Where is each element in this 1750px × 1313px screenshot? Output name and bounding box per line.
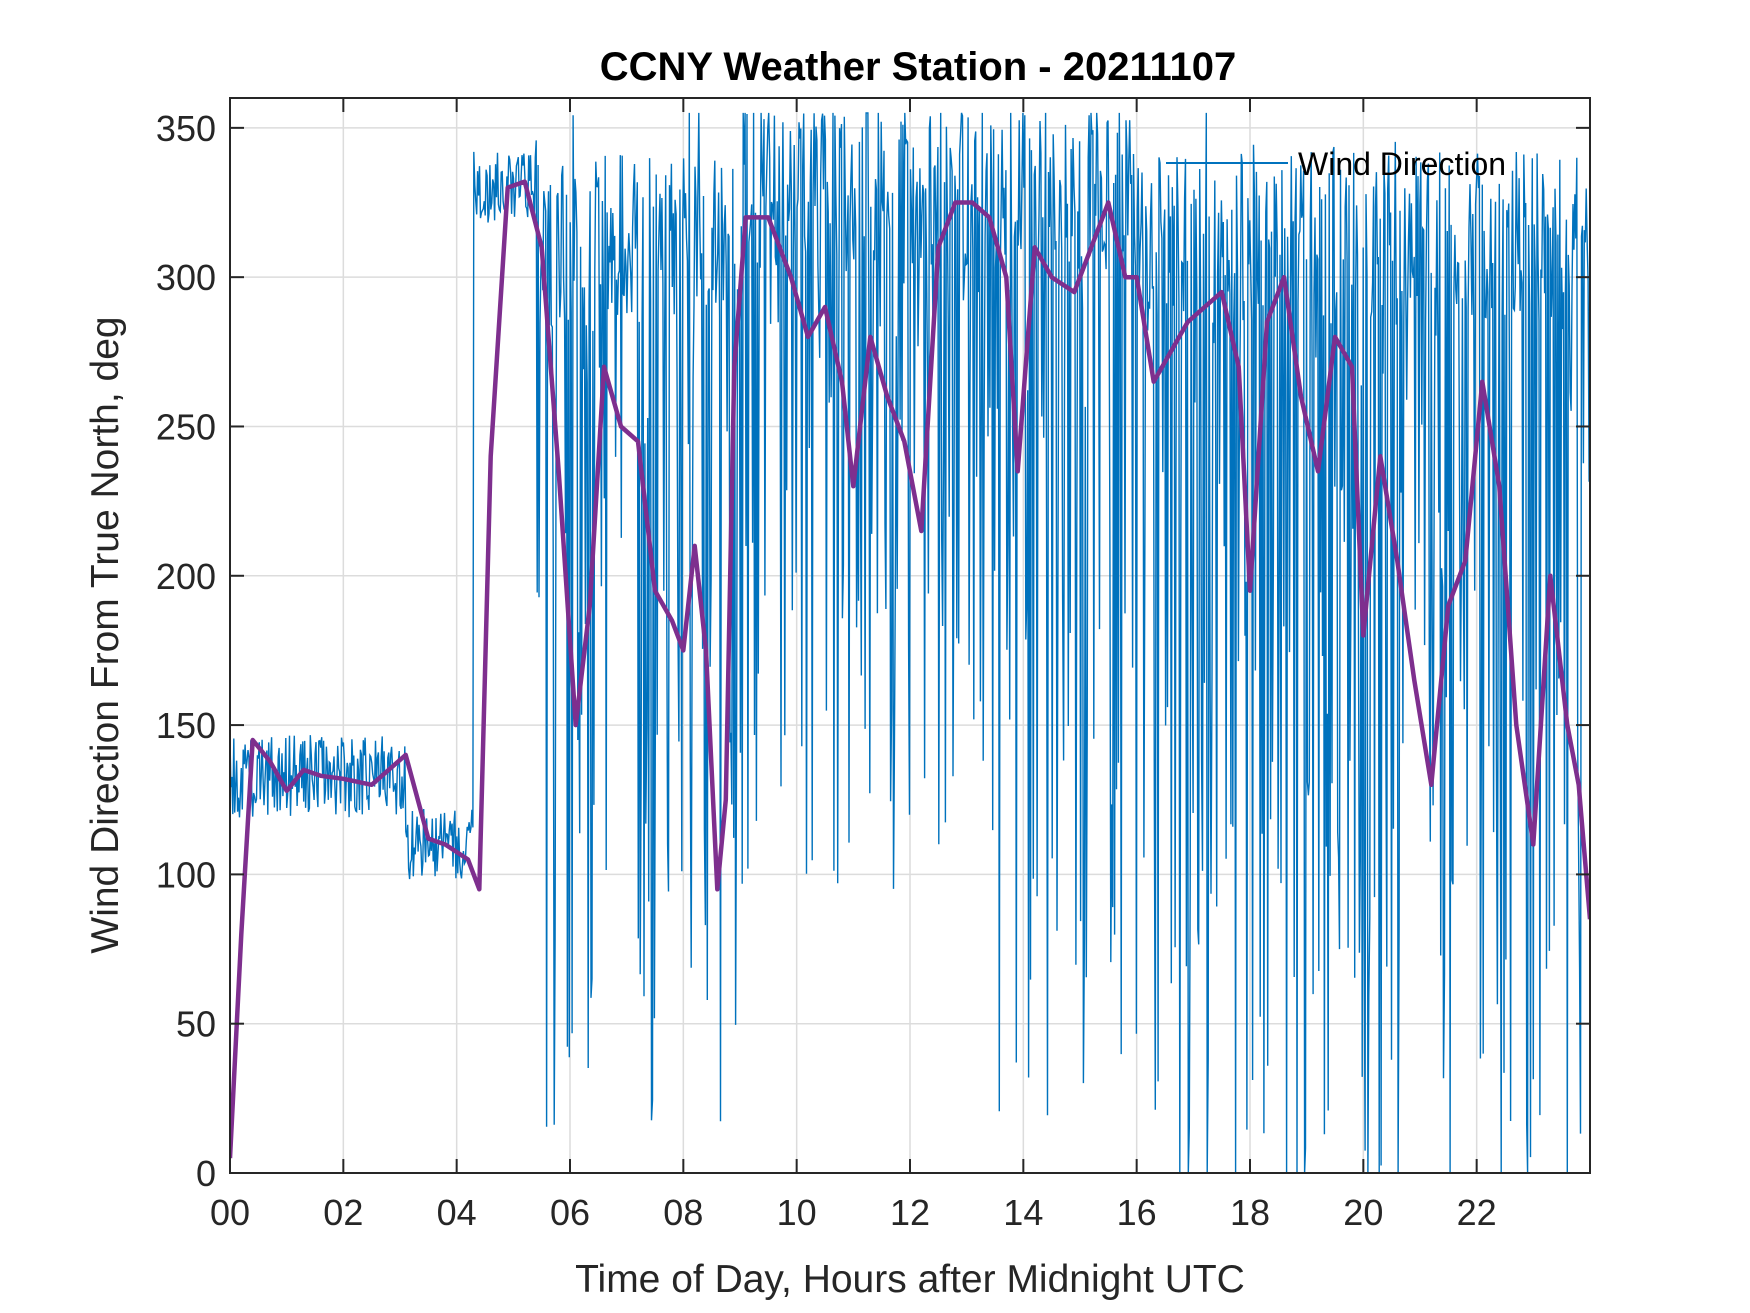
series-line-smoothed <box>230 179 1590 1159</box>
smoothed-series-group <box>230 179 1590 1159</box>
x-tick-label: 12 <box>890 1192 930 1233</box>
legend: Wind Direction <box>1166 146 1506 182</box>
x-tick-labels: 00 02 04 06 08 10 12 14 16 18 20 22 <box>210 1192 1497 1233</box>
y-tick-label: 150 <box>156 705 216 746</box>
y-tick-labels: 0 50 100 150 200 250 300 350 <box>156 108 216 1194</box>
raw-series-group <box>230 112 1590 1173</box>
y-tick-label: 50 <box>176 1004 216 1045</box>
chart-title: CCNY Weather Station - 20211107 <box>600 45 1237 89</box>
series-line-wind-direction <box>230 112 1590 1173</box>
y-tick-label: 350 <box>156 108 216 149</box>
x-tick-label: 10 <box>777 1192 817 1233</box>
y-tick-label: 300 <box>156 257 216 298</box>
x-tick-label: 16 <box>1117 1192 1157 1233</box>
x-tick-label: 04 <box>437 1192 477 1233</box>
x-tick-label: 18 <box>1230 1192 1270 1233</box>
y-axis-label: Wind Direction From True North, deg <box>84 316 127 953</box>
x-tick-label: 06 <box>550 1192 590 1233</box>
y-tick-label: 100 <box>156 854 216 895</box>
y-tick-label: 250 <box>156 406 216 447</box>
x-tick-label: 14 <box>1003 1192 1043 1233</box>
x-tick-label: 08 <box>663 1192 703 1233</box>
y-tick-label: 0 <box>196 1153 216 1194</box>
y-tick-label: 200 <box>156 556 216 597</box>
x-tick-label: 00 <box>210 1192 250 1233</box>
legend-label-wind-direction: Wind Direction <box>1298 146 1506 182</box>
axis-ticks <box>229 98 1590 1174</box>
x-axis-label: Time of Day, Hours after Midnight UTC <box>575 1258 1245 1301</box>
x-tick-label: 22 <box>1457 1192 1497 1233</box>
x-tick-label: 02 <box>323 1192 363 1233</box>
x-tick-label: 20 <box>1343 1192 1383 1233</box>
